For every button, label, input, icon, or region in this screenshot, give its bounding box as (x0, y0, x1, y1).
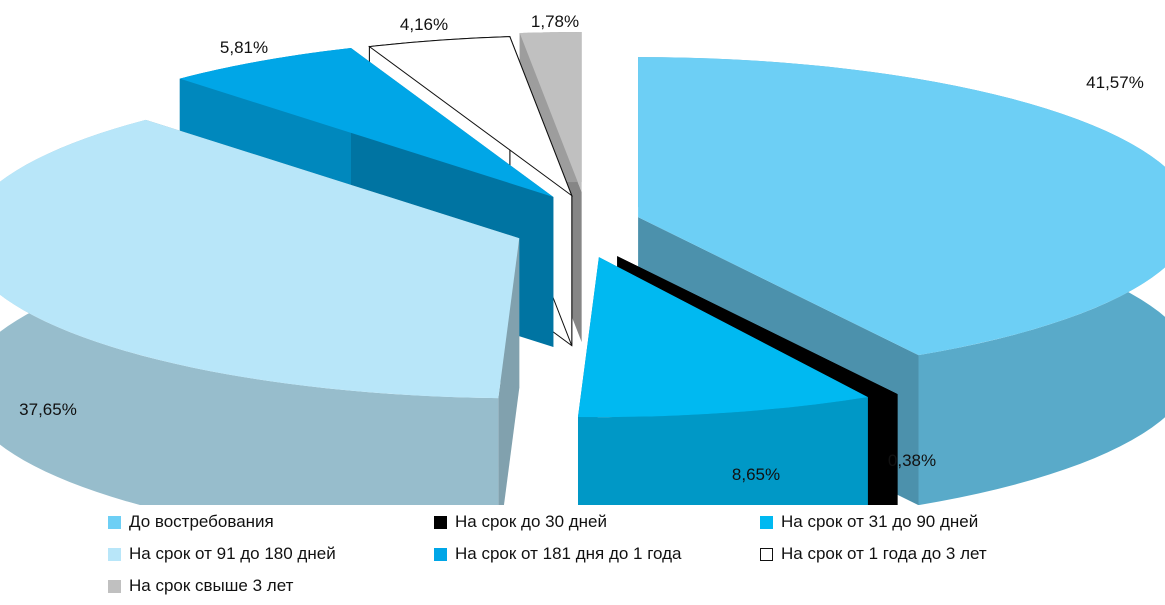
legend-label: На срок от 31 до 90 дней (781, 512, 979, 531)
pie-chart: 41,57% 0,38% 8,65% 37,65% 5,81% 4,16% 1,78% (0, 12, 1165, 505)
legend-item-6: На срок свыше 3 лет (108, 576, 293, 596)
legend-item-5: На срок от 1 года до 3 лет (760, 544, 987, 564)
legend-label: До востребования (129, 512, 274, 531)
legend-swatch (760, 547, 773, 561)
legend-label: На срок от 181 дня до 1 года (455, 544, 682, 563)
data-label-2: 8,65% (732, 465, 780, 484)
legend-item-4: На срок от 181 дня до 1 года (434, 544, 682, 564)
legend-swatch (434, 547, 447, 561)
pie-slice-2 (577, 257, 868, 505)
legend-swatch (108, 579, 121, 593)
legend-item-1: На срок до 30 дней (434, 512, 607, 532)
data-label-4: 5,81% (220, 38, 268, 57)
legend-swatch (434, 515, 447, 529)
legend-label: На срок от 1 года до 3 лет (781, 544, 987, 563)
legend-swatch (108, 515, 121, 529)
pie-slice-3 (0, 119, 520, 505)
data-label-3: 37,65% (19, 400, 77, 419)
data-label-0: 41,57% (1086, 73, 1144, 92)
legend-item-3: На срок от 91 до 180 дней (108, 544, 336, 564)
legend-label: На срок до 30 дней (455, 512, 608, 531)
legend-swatch (760, 515, 773, 529)
data-label-6: 1,78% (531, 12, 579, 31)
legend-item-0: До востребования (108, 512, 274, 532)
legend-label: На срок от 91 до 180 дней (129, 544, 336, 563)
pie-slice-0 (638, 57, 1165, 505)
data-label-5: 4,16% (400, 15, 448, 34)
legend-label: На срок свыше 3 лет (129, 576, 294, 595)
legend-item-2: На срок от 31 до 90 дней (760, 512, 978, 532)
data-label-1: 0,38% (888, 451, 936, 470)
legend-swatch (108, 547, 121, 561)
